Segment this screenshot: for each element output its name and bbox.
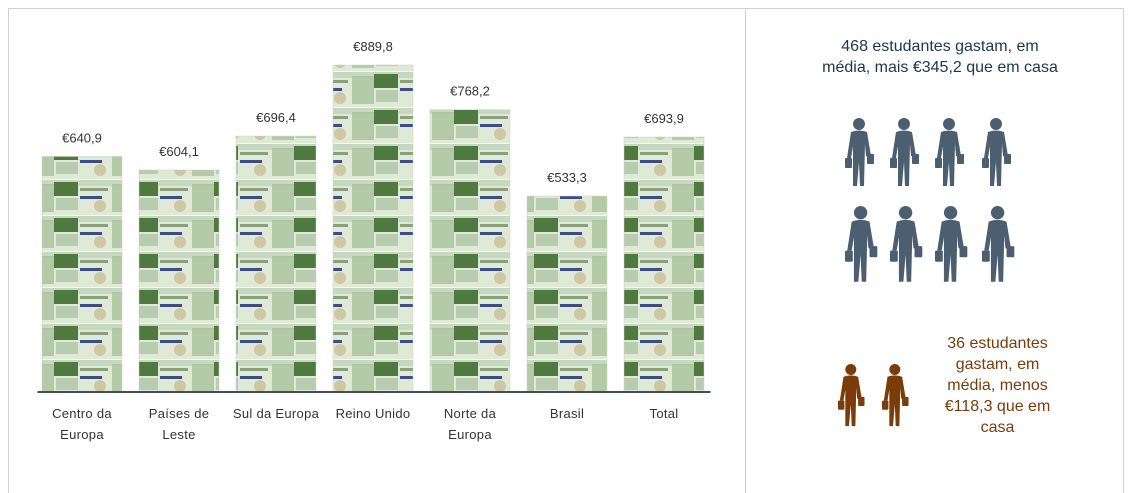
x-tick-label: Norte da Europa — [443, 406, 497, 442]
head — [898, 206, 913, 220]
annotation: 468 estudantes gastam, em média, mais €3… — [822, 38, 1058, 76]
person-icon — [890, 118, 919, 186]
bag — [982, 250, 990, 262]
head — [898, 118, 910, 130]
body — [839, 375, 862, 427]
head — [990, 206, 1005, 220]
head — [845, 364, 857, 375]
person-icon — [845, 206, 878, 282]
body — [984, 130, 1008, 186]
head — [853, 206, 868, 220]
value-label: €696,4 — [256, 110, 296, 125]
person-icons — [838, 118, 1015, 427]
person-icon — [935, 206, 968, 282]
bag — [1006, 246, 1015, 258]
bag — [914, 246, 923, 258]
x-tick-label: Países de Leste — [148, 406, 210, 442]
person-icon — [982, 206, 1015, 282]
body — [847, 219, 874, 282]
body — [892, 219, 919, 282]
bar — [138, 169, 220, 393]
panel-border — [8, 8, 1124, 493]
body — [937, 219, 964, 282]
body — [847, 130, 871, 186]
value-label: €640,9 — [62, 130, 102, 145]
panel-divider — [745, 8, 746, 493]
head — [990, 118, 1002, 130]
bag — [902, 396, 909, 407]
head — [889, 364, 901, 375]
x-tick-label: Total — [649, 406, 679, 421]
person-icon — [845, 118, 874, 186]
body — [937, 130, 961, 186]
value-label: €604,1 — [159, 144, 199, 159]
body — [984, 219, 1011, 282]
value-label: €768,2 — [450, 84, 490, 99]
body — [883, 375, 906, 427]
head — [943, 206, 958, 220]
bar — [526, 195, 608, 393]
body — [892, 130, 916, 186]
bar — [41, 156, 123, 393]
bag — [838, 400, 845, 410]
person-icon — [838, 364, 865, 427]
bag — [845, 158, 852, 168]
head — [853, 118, 865, 130]
head — [943, 118, 955, 130]
person-icon — [890, 206, 923, 282]
x-tick-label: Centro da Europa — [52, 406, 112, 442]
bag — [890, 158, 897, 168]
bag — [858, 396, 865, 407]
bag — [867, 154, 874, 164]
person-icon — [982, 118, 1011, 186]
value-label: €693,9 — [644, 111, 684, 126]
value-label: €889,8 — [353, 39, 393, 54]
bag — [845, 250, 853, 262]
bag — [959, 246, 968, 258]
value-label: €533,3 — [547, 170, 587, 185]
bag — [890, 250, 898, 262]
bag — [935, 158, 942, 168]
bag — [982, 158, 989, 168]
bag — [869, 246, 878, 258]
x-tick-label: Sul da Europa — [232, 406, 320, 421]
bag — [935, 250, 943, 262]
bag — [1004, 154, 1011, 164]
bar — [429, 109, 511, 393]
x-tick-label: Brasil — [549, 406, 585, 421]
person-icon — [935, 118, 964, 186]
annotation: 36 estudantes gastam, em média, menos €1… — [944, 335, 1051, 436]
bag — [957, 154, 964, 164]
x-tick-label: Reino Unido — [335, 406, 411, 421]
bar — [235, 135, 317, 393]
bar — [332, 64, 414, 393]
bag — [882, 400, 889, 410]
person-icon — [882, 364, 909, 427]
bar — [623, 136, 705, 393]
bag — [912, 154, 919, 164]
